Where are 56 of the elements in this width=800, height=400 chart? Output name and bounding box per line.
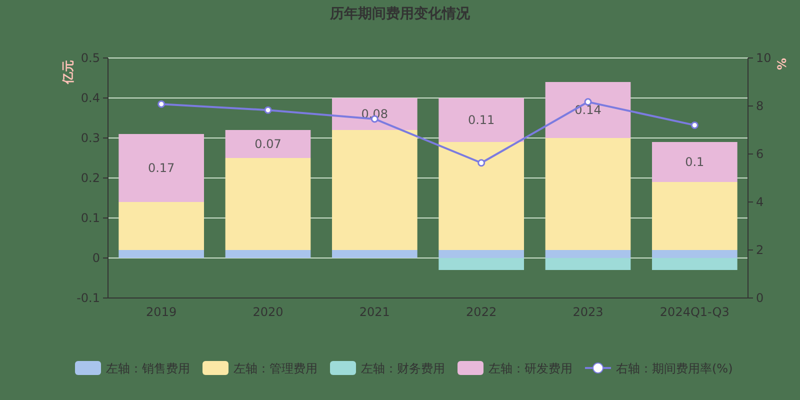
bar (545, 82, 631, 138)
data-label: 0.11 (468, 113, 495, 127)
data-label: 0.07 (254, 137, 282, 151)
y-tick-label: 0.5 (80, 51, 100, 65)
point (478, 159, 486, 167)
bar (332, 130, 418, 250)
bar (225, 130, 311, 158)
y2-tick-label: 4 (756, 195, 764, 209)
bar (545, 250, 631, 258)
point (264, 106, 272, 114)
x-tick-label: 2024Q1-Q3 (660, 305, 730, 319)
bar (652, 250, 738, 258)
y-tick-label: 0.2 (80, 171, 100, 185)
y2-tick-label: 0 (756, 291, 764, 305)
y2-axis-title: % (775, 58, 789, 70)
data-label: 0.1 (685, 155, 704, 169)
x-tick-label: 2019 (146, 305, 177, 319)
bar (332, 250, 418, 258)
y2-tick-label: 8 (756, 99, 764, 113)
x-tick-label: 2021 (359, 305, 390, 319)
y2-tick-label: 10 (756, 51, 772, 65)
y-tick-label: 0 (92, 251, 100, 265)
bar (545, 258, 631, 270)
bar (438, 98, 524, 142)
data-label: 0.17 (148, 161, 175, 175)
y-tick-label: 0.3 (80, 131, 100, 145)
bar (652, 258, 738, 270)
bar (118, 202, 204, 250)
y-axis-title: 亿元 (61, 60, 75, 85)
y-tick-label: 0.1 (80, 211, 100, 225)
bar (118, 134, 204, 202)
y2-tick-label: 6 (756, 147, 764, 161)
x-tick-label: 2020 (252, 305, 284, 319)
point (690, 121, 698, 129)
bar (438, 258, 524, 270)
legend-label: 右轴：期间费用率(%) (616, 362, 733, 376)
x-tick-label: 2022 (466, 305, 497, 319)
legend-label: 左轴：销售费用 (106, 362, 190, 376)
bar (652, 142, 738, 182)
legend-label: 左轴：研发费用 (488, 362, 572, 376)
bar (545, 138, 631, 250)
y2-tick-label: 2 (756, 243, 764, 257)
bar (438, 250, 524, 258)
y-tick-label: 0.4 (80, 91, 100, 105)
x-tick-label: 2023 (572, 305, 604, 319)
chart-title: 历年期间费用变化情况 (329, 5, 471, 22)
bar (438, 142, 524, 250)
point (158, 100, 166, 108)
bar (652, 182, 738, 250)
y-tick-label: -0.1 (76, 291, 100, 305)
bar (118, 250, 204, 258)
legend-label: 左轴：管理费用 (234, 362, 318, 376)
bar (225, 250, 311, 258)
bar (225, 158, 311, 250)
legend-label: 左轴：财务费用 (361, 362, 445, 376)
bar (332, 98, 418, 130)
